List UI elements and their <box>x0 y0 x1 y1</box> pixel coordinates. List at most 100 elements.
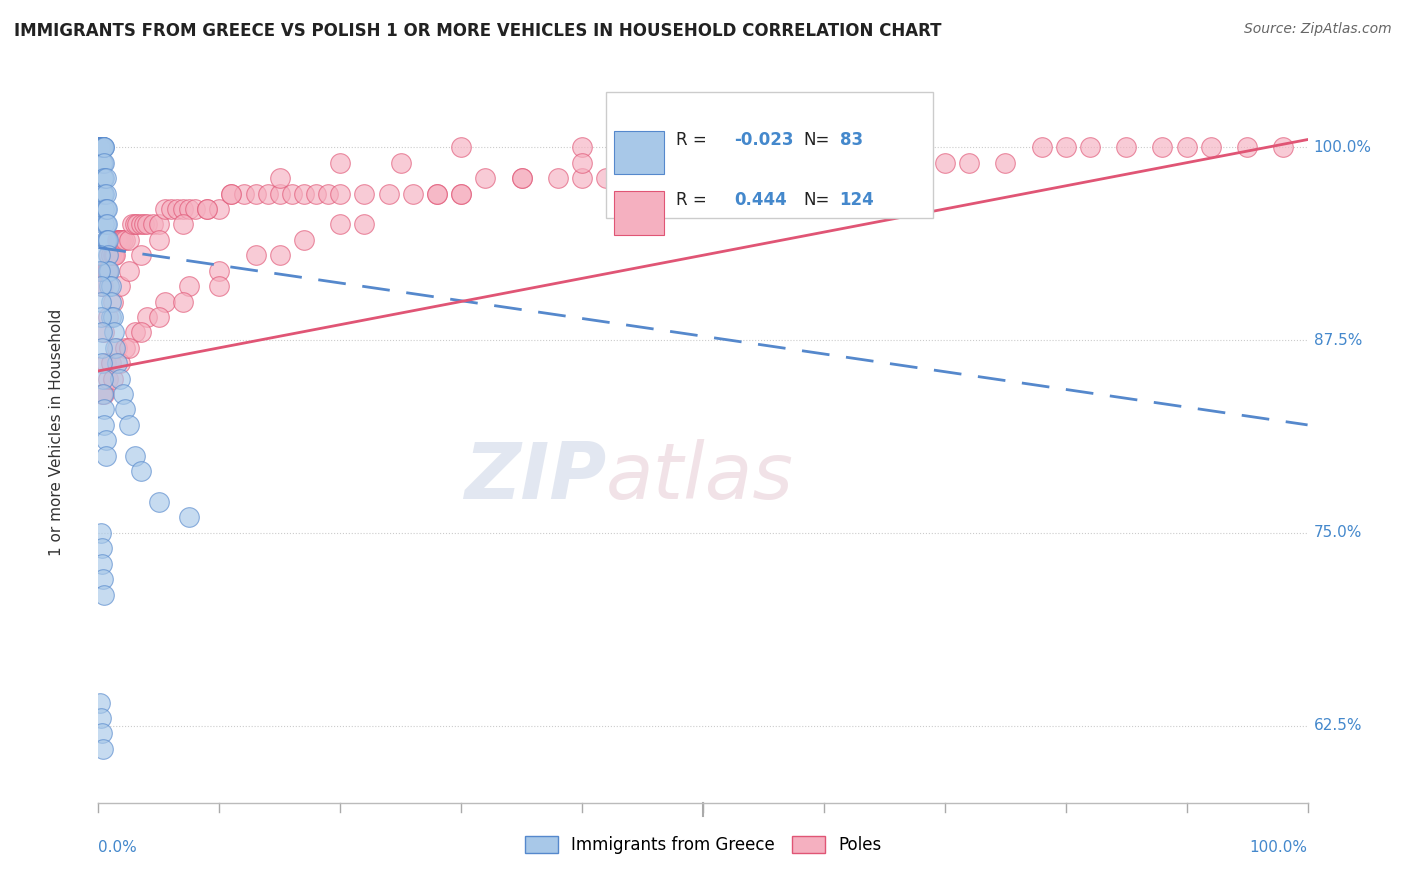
Point <box>91 341 114 355</box>
Point <box>166 202 188 216</box>
Text: 0.444: 0.444 <box>734 191 787 210</box>
Point <box>96 233 118 247</box>
Point <box>91 140 114 154</box>
Point <box>94 233 117 247</box>
Point <box>96 263 118 277</box>
Point <box>1175 140 1198 154</box>
Point <box>232 186 254 201</box>
Point <box>256 186 278 201</box>
Point <box>114 341 136 355</box>
Point <box>716 140 738 154</box>
Point <box>97 248 120 262</box>
Point <box>91 279 114 293</box>
Point <box>93 402 115 417</box>
Point <box>90 711 112 725</box>
Text: R =: R = <box>676 131 713 149</box>
Point <box>101 294 124 309</box>
Point <box>90 140 112 154</box>
Point <box>94 218 117 232</box>
Point <box>148 310 170 324</box>
Point <box>89 248 111 262</box>
Point <box>135 218 157 232</box>
Point <box>91 387 114 401</box>
Point <box>281 186 304 201</box>
Point <box>90 140 112 154</box>
Point <box>105 233 128 247</box>
Point <box>100 248 122 262</box>
Point <box>1054 140 1077 154</box>
Point <box>91 140 114 154</box>
Point <box>547 171 569 186</box>
Text: -0.023: -0.023 <box>734 131 794 149</box>
Point <box>93 155 115 169</box>
Point <box>377 186 399 201</box>
Point <box>1031 140 1053 154</box>
Point <box>101 248 124 262</box>
Point <box>97 263 120 277</box>
Point <box>426 186 449 201</box>
Point <box>93 140 115 154</box>
Point <box>153 202 176 216</box>
Point <box>114 402 136 417</box>
Text: 87.5%: 87.5% <box>1313 333 1362 348</box>
Point <box>934 155 956 169</box>
Point <box>121 218 143 232</box>
Point <box>134 218 156 232</box>
Point <box>107 233 129 247</box>
Point <box>571 155 593 169</box>
Point <box>100 294 122 309</box>
Point <box>292 233 315 247</box>
Point <box>91 140 114 154</box>
Point <box>179 279 201 293</box>
Point <box>91 557 114 571</box>
Point <box>910 155 932 169</box>
Point <box>98 248 121 262</box>
Point <box>101 310 124 324</box>
Point <box>124 326 146 340</box>
Point <box>450 186 472 201</box>
Text: R =: R = <box>676 191 713 210</box>
Text: N=: N= <box>803 131 830 149</box>
Point <box>179 510 201 524</box>
Point <box>93 171 115 186</box>
Point <box>100 279 122 293</box>
Point <box>692 171 714 186</box>
Point <box>93 186 115 201</box>
Point <box>91 541 114 556</box>
Point <box>93 218 115 232</box>
Point <box>631 171 654 186</box>
Point <box>245 248 267 262</box>
Text: 0.0%: 0.0% <box>98 840 138 855</box>
Point <box>90 140 112 154</box>
Point <box>89 140 111 154</box>
Point <box>692 140 714 154</box>
Point <box>245 186 267 201</box>
Point <box>292 186 315 201</box>
Point <box>474 171 496 186</box>
Point <box>105 341 128 355</box>
Point <box>129 464 152 478</box>
Point <box>329 155 352 169</box>
Point <box>129 218 152 232</box>
Point <box>571 171 593 186</box>
Point <box>389 155 412 169</box>
FancyBboxPatch shape <box>606 92 932 218</box>
Point <box>94 186 117 201</box>
Point <box>89 140 111 154</box>
Point <box>148 233 170 247</box>
Point <box>90 140 112 154</box>
Point <box>127 218 149 232</box>
Point <box>100 356 122 370</box>
Point <box>93 588 115 602</box>
Point <box>269 171 291 186</box>
Point <box>103 248 125 262</box>
Point <box>160 202 183 216</box>
Point <box>91 155 114 169</box>
Point <box>1236 140 1258 154</box>
Point <box>91 155 114 169</box>
Point <box>208 202 231 216</box>
Point <box>118 263 141 277</box>
Point <box>108 233 131 247</box>
Point <box>607 155 630 169</box>
Point <box>172 294 194 309</box>
